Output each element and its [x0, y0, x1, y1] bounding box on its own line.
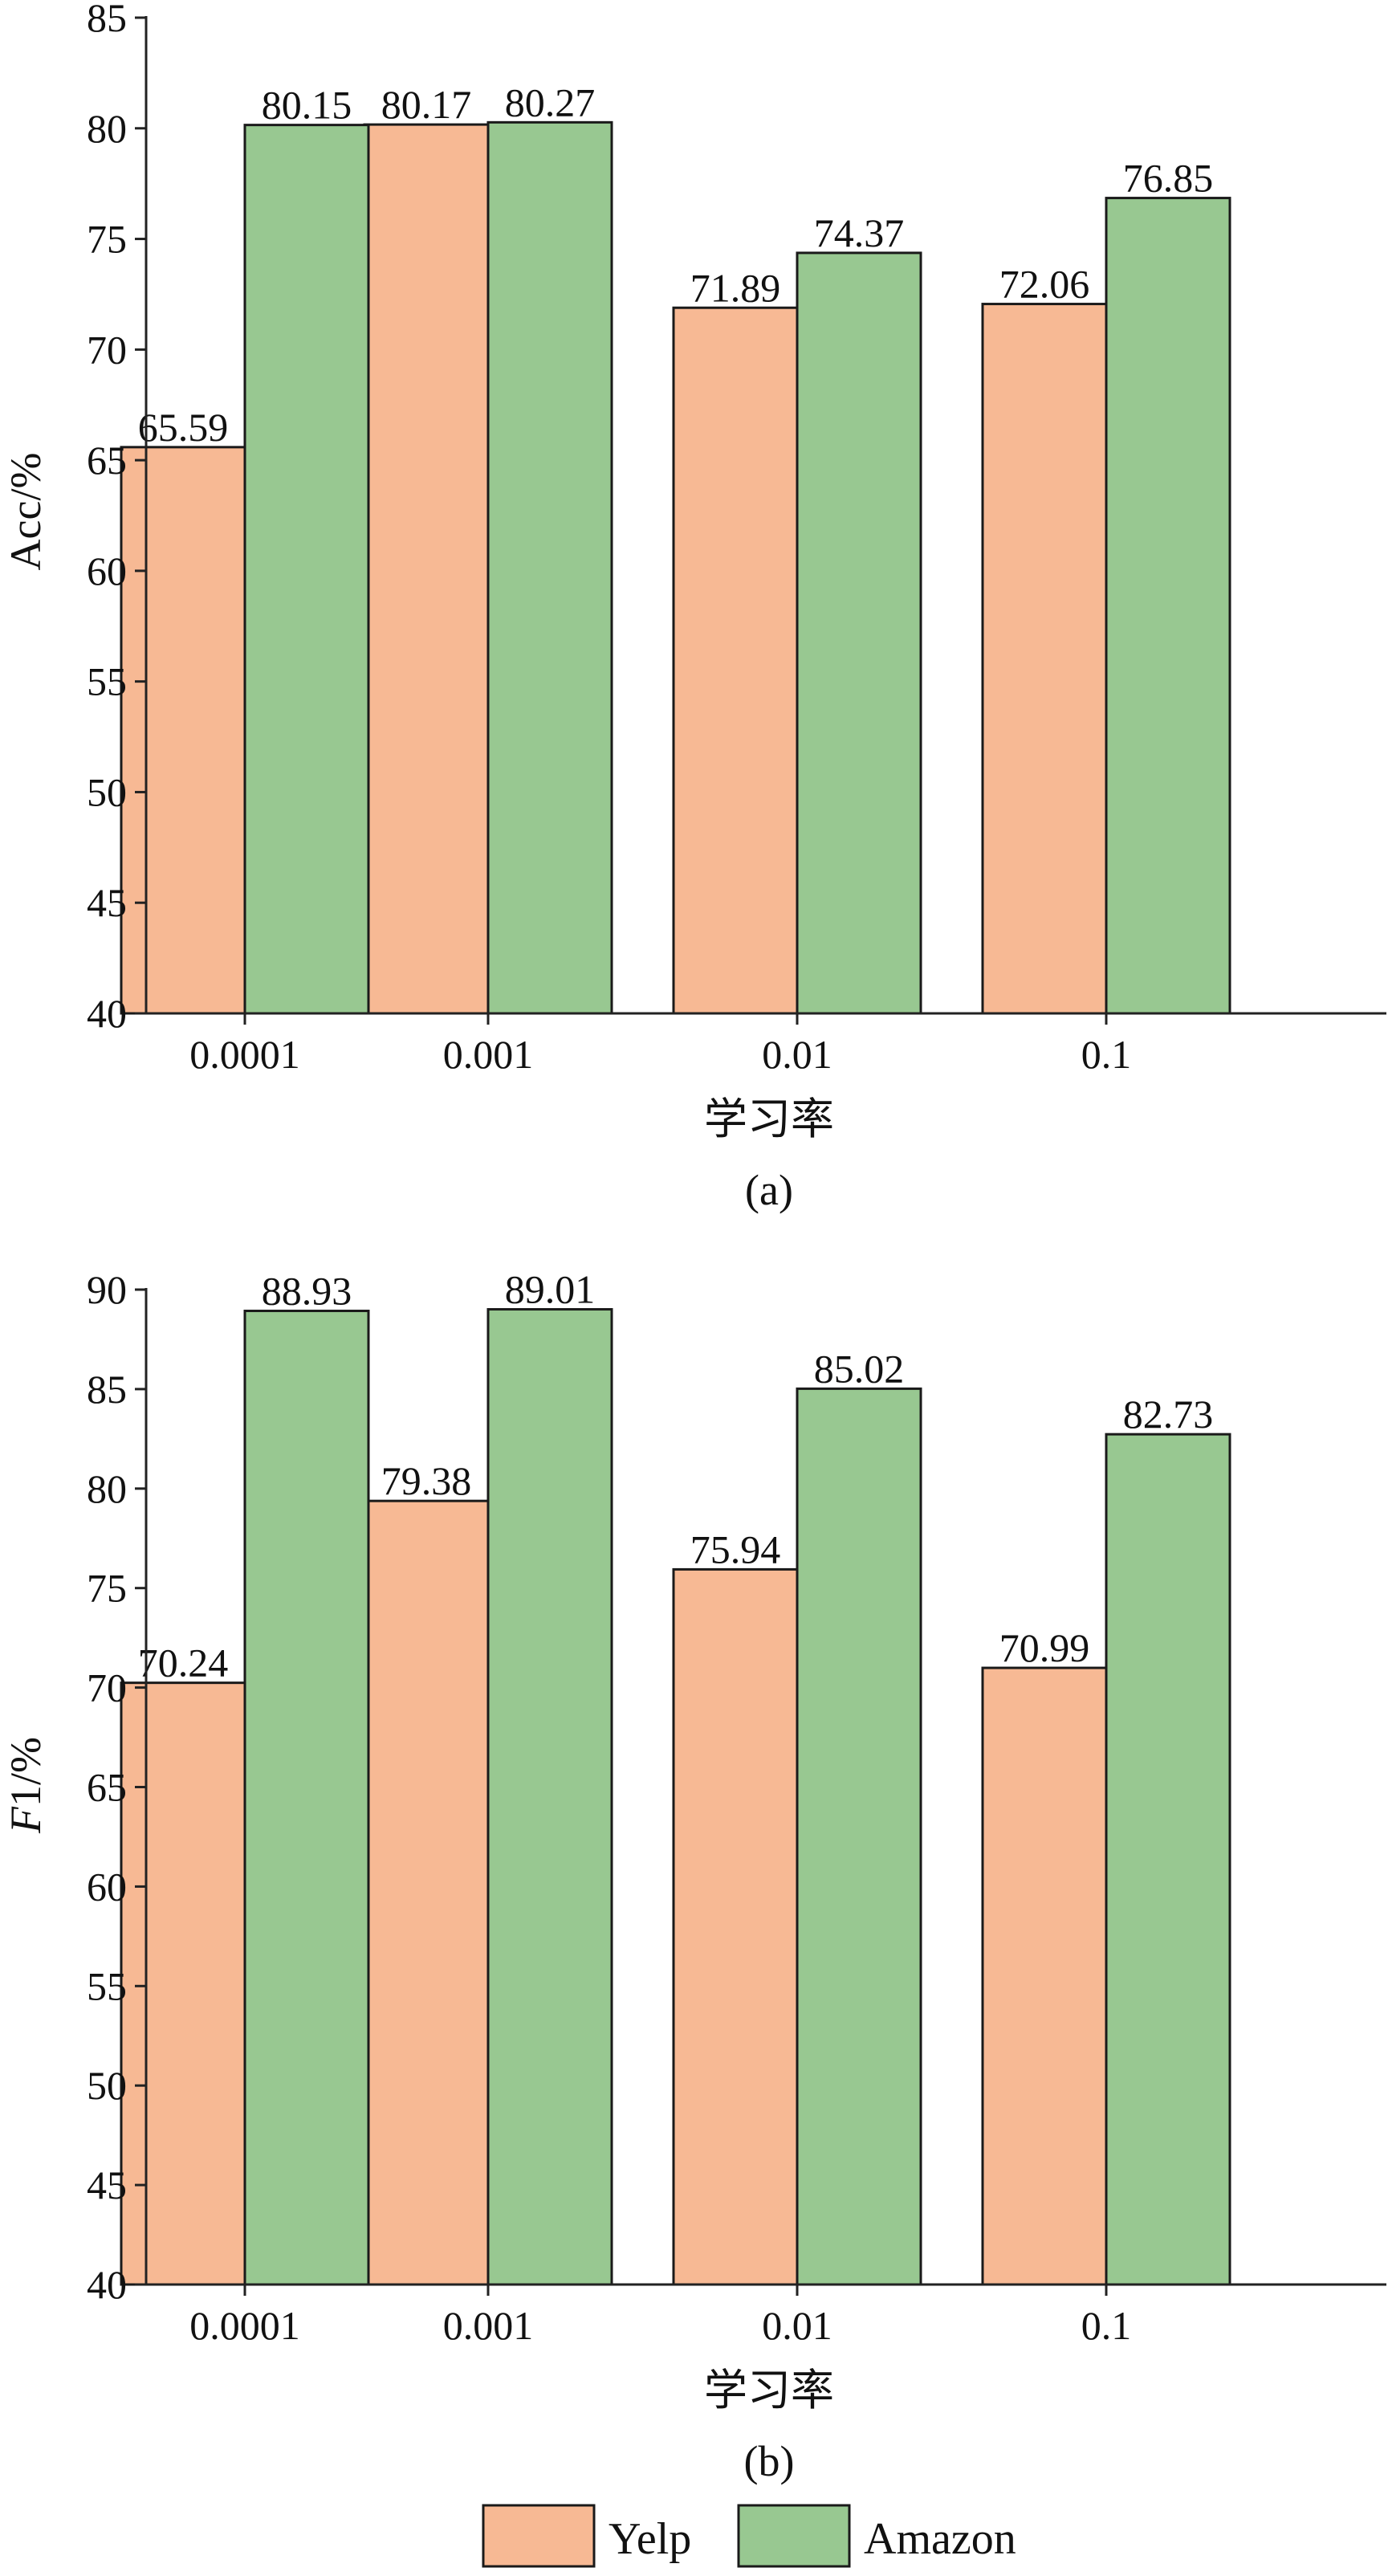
panel-b-bar-yelp-0.1	[981, 1666, 1108, 2286]
panel-a-bar-yelp-0.1	[981, 303, 1108, 1015]
panel-a-bar-amazon-0.1	[1105, 197, 1231, 1015]
panel-a-y-tick-label-45: 45	[87, 880, 127, 925]
panel-a-bars	[120, 120, 1231, 1015]
panel-a-y-tick-label-85: 85	[87, 0, 127, 40]
panel-b-x-tick-label-0.1: 0.1	[1081, 2303, 1132, 2348]
panel-b-y-tick-label-85: 85	[87, 1367, 127, 1412]
panel-b-x-axis: 0.0001 0.001 0.01 0.1	[146, 2283, 1386, 2348]
panel-a-x-axis: 0.0001 0.001 0.01 0.1	[146, 1012, 1386, 1077]
panel-a-bar-amazon-0.01	[796, 251, 922, 1015]
panel-a-y-tick-label-50: 50	[87, 769, 127, 814]
panel-a-bar-yelp-0.001	[363, 123, 490, 1015]
panel-b-y-tick-label-40: 40	[87, 2262, 127, 2307]
panel-b-data-label-amazon-0.0001: 88.93	[262, 1269, 352, 1314]
panel-a-y-tick-label-40: 40	[87, 991, 127, 1036]
panel-b-x-tick-label-0.01: 0.01	[762, 2303, 832, 2348]
panel-b-label: (b)	[744, 2437, 795, 2485]
panel-b-y-tick-label-60: 60	[87, 1864, 127, 1909]
panel-a-data-labels: 65.59 80.17 71.89 72.06 80.15 80.27 74.37 76.85	[138, 79, 1214, 450]
panel-b-y-tick-label-70: 70	[87, 1665, 127, 1710]
panel-a-y-tick-label-75: 75	[87, 217, 127, 262]
panel-a-y-tick-label-60: 60	[87, 548, 127, 593]
panel-a-y-tick-label-65: 65	[87, 438, 127, 483]
panel-b-bar-amazon-0.1	[1105, 1433, 1231, 2286]
panel-a-x-tick-label-0.001: 0.001	[443, 1032, 534, 1077]
panel-b-y-tick-label-55: 55	[87, 1963, 127, 2008]
panel-b-bars	[120, 1308, 1231, 2286]
panel-a-data-label-amazon-0.01: 74.37	[814, 210, 905, 255]
panel-a-y-tick-label-70: 70	[87, 327, 127, 372]
panel-a-x-axis-title: 学习率	[704, 1095, 834, 1143]
panel-b-data-label-amazon-0.1: 82.73	[1123, 1392, 1214, 1437]
panel-a-y-axis-title: Acc/%	[2, 453, 50, 571]
panel-a-x-tick-label-0.01: 0.01	[762, 1032, 832, 1077]
panel-b-y-tick-label-80: 80	[87, 1466, 127, 1511]
panel-b-y-axis-title: F1/%	[2, 1737, 50, 1834]
panel-b-x-tick-label-0.0001: 0.0001	[189, 2303, 300, 2348]
panel-a-y-tick-label-55: 55	[87, 659, 127, 704]
panel-b-y-tick-label-75: 75	[87, 1566, 127, 1611]
panel-a-data-label-amazon-0.001: 80.27	[505, 79, 596, 124]
panel-b-y-axis: 40 45 50 55 60 65 70 75 80 85 90	[87, 1267, 148, 2307]
panel-a-bar-yelp-0.01	[672, 306, 799, 1015]
legend-label-amazon: Amazon	[864, 2514, 1016, 2564]
panel-a-data-label-yelp-0.001: 80.17	[381, 82, 472, 127]
panel-b-y-tick-label-50: 50	[87, 2063, 127, 2108]
panel-a-x-tick-label-0.1: 0.1	[1081, 1032, 1132, 1077]
panel-b-bar-yelp-0.001	[363, 1499, 490, 2286]
panel-a-data-label-yelp-0.1: 72.06	[999, 262, 1090, 307]
panel-b-y-tick-label-65: 65	[87, 1765, 127, 1810]
panel-a-bar-amazon-0.001	[486, 120, 613, 1015]
panel-b-data-label-amazon-0.001: 89.01	[505, 1267, 596, 1312]
panel-a-label: (a)	[745, 1166, 793, 1214]
panel-b-bar-amazon-0.0001	[243, 1310, 370, 2286]
panel-a-data-label-amazon-0.0001: 80.15	[262, 83, 352, 128]
legend-label-yelp: Yelp	[609, 2514, 691, 2564]
panel-b-data-label-yelp-0.0001: 70.24	[138, 1641, 229, 1685]
panel-a-y-axis: 40 45 50 55 60 65 70 75 80 85	[87, 0, 148, 1036]
panel-a-data-label-yelp-0.01: 71.89	[690, 265, 781, 310]
panel-b-y-axis-title-rest: 1/%	[2, 1737, 50, 1807]
panel-b-y-tick-label-90: 90	[87, 1267, 127, 1312]
legend-swatch-amazon	[737, 2504, 851, 2568]
panel-b-bar-amazon-0.001	[486, 1308, 613, 2286]
panel-b-y-axis-title-italic: F	[2, 1806, 50, 1834]
panel-b-data-label-yelp-0.001: 79.38	[381, 1458, 472, 1503]
panel-a-bar-amazon-0.0001	[243, 124, 370, 1015]
panel-b-x-axis-title: 学习率	[704, 2366, 834, 2415]
panel-b-bar-amazon-0.01	[796, 1387, 922, 2286]
legend: Yelp Amazon	[482, 2504, 1016, 2568]
panel-a-bar-yelp-0.0001	[120, 446, 246, 1015]
panel-b-data-label-yelp-0.1: 70.99	[999, 1625, 1090, 1670]
panel-b-data-labels: 70.24 79.38 75.94 70.99 88.93 89.01 85.02 82.73	[138, 1267, 1214, 1685]
panel-b-bar-yelp-0.0001	[120, 1681, 246, 2286]
panel-b-y-tick-label-45: 45	[87, 2162, 127, 2207]
panel-a-y-tick-label-80: 80	[87, 106, 127, 151]
panel-a-data-label-amazon-0.1: 76.85	[1123, 156, 1214, 201]
panel-b-data-label-yelp-0.01: 75.94	[690, 1526, 781, 1571]
panel-b-chart: 70.24 79.38 75.94 70.99 88.93 89.01 85.02 82.73…	[2, 1267, 1386, 2485]
panel-b-bar-yelp-0.01	[672, 1567, 799, 2286]
legend-swatch-yelp	[482, 2504, 596, 2568]
panel-a-data-label-yelp-0.0001: 65.59	[138, 405, 229, 450]
panel-a-chart: 65.59 80.17 71.89 72.06 80.15 80.27 74.37 76.85…	[2, 0, 1386, 1214]
panel-b-data-label-amazon-0.01: 85.02	[814, 1346, 905, 1391]
panel-b-x-tick-label-0.001: 0.001	[443, 2303, 534, 2348]
panel-a-x-tick-label-0.0001: 0.0001	[189, 1032, 300, 1077]
